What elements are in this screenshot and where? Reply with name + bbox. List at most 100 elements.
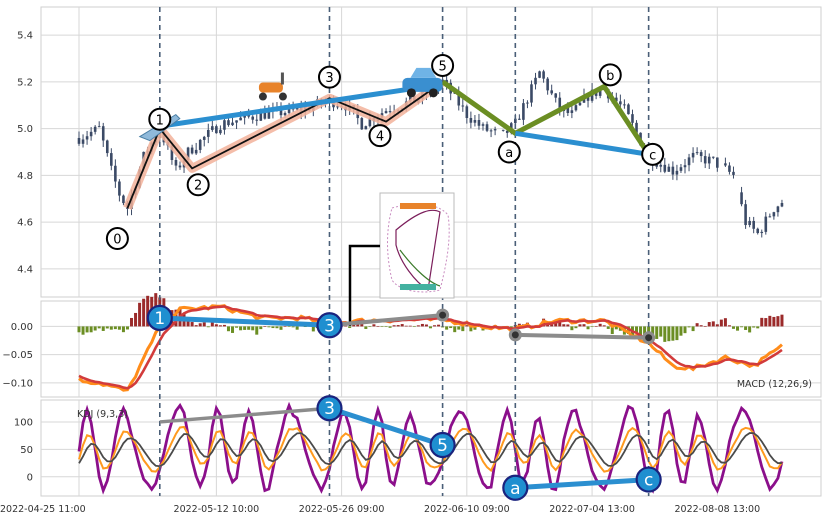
kdj-wave-marker-5: 5 bbox=[429, 431, 456, 459]
candle-body bbox=[514, 118, 517, 124]
macd-histogram-bar bbox=[396, 325, 400, 327]
macd-histogram-bar bbox=[416, 325, 420, 327]
macd-histogram-bar bbox=[360, 323, 364, 327]
candle-body bbox=[118, 181, 121, 196]
macd-histogram-bar bbox=[243, 326, 247, 330]
macd-histogram-bar bbox=[473, 326, 477, 330]
macd-histogram-bar bbox=[586, 326, 590, 330]
macd-histogram-bar bbox=[247, 326, 251, 330]
macd-histogram-bar bbox=[675, 326, 679, 341]
macd-histogram-bar bbox=[776, 316, 780, 327]
macd-histogram-bar bbox=[279, 326, 283, 330]
wave-label-5: 5 bbox=[431, 53, 455, 77]
candle-body bbox=[752, 220, 755, 229]
kdj-y-tick-label: 0 bbox=[27, 472, 33, 483]
x-tick-label: 2022-06-10 09:00 bbox=[424, 504, 510, 515]
kdj-d-line bbox=[78, 432, 783, 468]
candle-body bbox=[190, 147, 194, 154]
candle-body bbox=[227, 120, 230, 126]
candle-body bbox=[558, 97, 562, 111]
candle-body bbox=[477, 120, 481, 126]
macd-histogram-bar bbox=[550, 324, 554, 327]
macd-histogram-bar bbox=[113, 326, 117, 330]
macd-histogram-bar bbox=[626, 326, 630, 335]
candle-body bbox=[114, 165, 117, 182]
macd-histogram-bar bbox=[404, 325, 408, 327]
svg-text:3: 3 bbox=[325, 71, 333, 86]
candle-body bbox=[295, 107, 299, 110]
svg-text:c: c bbox=[644, 471, 653, 491]
macd-histogram-bar bbox=[671, 326, 675, 341]
candle-body bbox=[235, 120, 238, 123]
macd-link-line bbox=[515, 332, 649, 340]
candle-body bbox=[287, 106, 291, 113]
candle-body bbox=[263, 112, 267, 119]
candle-body bbox=[526, 102, 529, 104]
wave-label-4: 4 bbox=[368, 124, 392, 148]
candle-body bbox=[615, 97, 618, 102]
macd-histogram-bar bbox=[711, 321, 715, 327]
macd-histogram-bar bbox=[226, 326, 230, 332]
macd-histogram-bar bbox=[768, 315, 772, 327]
macd-histogram-bar bbox=[453, 326, 457, 333]
candle-body bbox=[469, 118, 473, 123]
macd-histogram-bar bbox=[384, 326, 388, 328]
macd-y-tick-label: 0.00 bbox=[11, 322, 33, 333]
macd-histogram-bar bbox=[667, 326, 671, 342]
candle-body bbox=[481, 124, 485, 126]
price-y-tick-label: 4.4 bbox=[17, 264, 33, 275]
macd-histogram-bar bbox=[760, 317, 764, 327]
svg-text:3: 3 bbox=[324, 316, 335, 336]
wave-label-2: 2 bbox=[186, 173, 210, 197]
impulse-wave-line bbox=[126, 81, 444, 209]
candle-body bbox=[215, 126, 218, 134]
macd-histogram-bar bbox=[85, 326, 89, 333]
candle-body bbox=[279, 107, 283, 116]
candle-body bbox=[93, 126, 97, 132]
kdj-trend-line-2 bbox=[515, 477, 649, 491]
candle-body bbox=[776, 206, 780, 213]
macd-histogram-bar bbox=[614, 326, 618, 330]
macd-histogram-bar bbox=[566, 324, 570, 327]
macd-histogram-bar bbox=[772, 316, 776, 327]
candle-body bbox=[671, 166, 675, 175]
candle-body bbox=[251, 116, 255, 120]
macd-histogram-bar bbox=[424, 324, 428, 327]
candle-body bbox=[522, 103, 525, 120]
candle-body bbox=[679, 167, 683, 171]
macd-histogram-bar bbox=[283, 325, 287, 327]
macd-histogram-bar bbox=[437, 324, 441, 327]
svg-text:b: b bbox=[606, 69, 614, 84]
macd-histogram-bar bbox=[683, 326, 687, 334]
x-tick-label: 2022-07-04 13:00 bbox=[549, 504, 635, 515]
candle-body bbox=[194, 149, 198, 154]
macd-histogram-bar bbox=[643, 326, 647, 336]
candle-body bbox=[623, 104, 626, 106]
x-tick-label: 2022-05-26 09:00 bbox=[299, 504, 385, 515]
corrective-wave-line bbox=[441, 79, 651, 156]
macd-histogram-bar bbox=[558, 321, 562, 327]
svg-text:2: 2 bbox=[194, 179, 202, 194]
macd-histogram-bar bbox=[376, 326, 380, 327]
macd-histogram-bar bbox=[687, 326, 691, 328]
macd-histogram-bar bbox=[715, 324, 719, 327]
kdj-series-label: KDJ (9,3,3) bbox=[77, 409, 128, 420]
macd-histogram-bar bbox=[639, 326, 643, 338]
macd-histogram-bar bbox=[635, 326, 639, 333]
macd-histogram-bar bbox=[582, 324, 586, 327]
wave-label-a: a bbox=[497, 140, 521, 164]
macd-histogram-bar bbox=[598, 323, 602, 327]
candle-body bbox=[707, 156, 711, 164]
candle-body bbox=[550, 90, 553, 94]
candle-body bbox=[170, 145, 174, 160]
macd-histogram-bar bbox=[142, 298, 146, 327]
macd-histogram-bar bbox=[703, 326, 707, 327]
candle-body bbox=[360, 118, 364, 130]
macd-histogram-bar bbox=[388, 326, 392, 328]
scooter-icon bbox=[258, 72, 287, 101]
macd-histogram-bar bbox=[707, 322, 711, 327]
candle-body bbox=[716, 157, 719, 168]
candle-body bbox=[530, 84, 533, 103]
candle-body bbox=[493, 129, 497, 131]
